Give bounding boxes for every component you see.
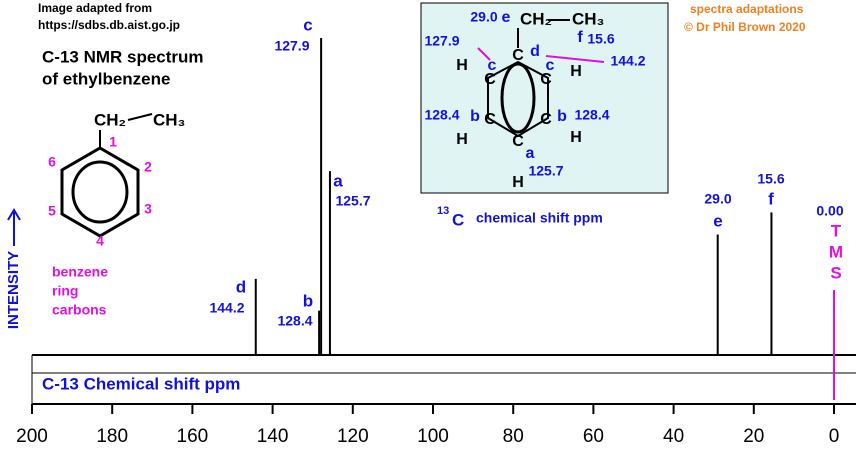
- inset-letter: b: [470, 108, 480, 125]
- carbon-number: 4: [96, 233, 104, 249]
- tms-letter: T: [831, 221, 842, 240]
- tms-letter: M: [829, 242, 843, 261]
- peak-shift: 29.0: [704, 191, 731, 207]
- caption: C: [452, 210, 464, 229]
- atom: C: [540, 71, 552, 88]
- peak-shift: 15.6: [757, 171, 784, 187]
- atom: C: [540, 111, 552, 128]
- atom: H: [570, 63, 582, 80]
- peak-shift: 125.7: [335, 193, 370, 209]
- peak-letter: c: [303, 15, 312, 34]
- inset-letter: b: [557, 108, 567, 125]
- carbon-number: 2: [144, 159, 152, 175]
- chart-title: C-13 NMR spectrum: [42, 47, 204, 66]
- peak-shift: 127.9: [274, 38, 309, 54]
- peak-letter: e: [713, 211, 722, 230]
- x-tick-label: 20: [743, 426, 764, 447]
- atom: H: [456, 57, 468, 74]
- x-tick-label: 60: [583, 426, 604, 447]
- x-tick-label: 140: [257, 426, 289, 447]
- peak-shift: 128.4: [277, 313, 312, 329]
- carbon-number: 1: [109, 134, 117, 150]
- carbon-number: 5: [48, 203, 56, 219]
- source: Image adapted from: [38, 1, 152, 15]
- intensity-arrow-head: [7, 208, 21, 221]
- inset-ring: [487, 60, 549, 138]
- x-tick-label: 0: [829, 426, 840, 447]
- x-tick-label: 80: [503, 426, 524, 447]
- atom: C: [512, 47, 524, 64]
- peak-letter: f: [768, 189, 774, 208]
- credit: © Dr Phil Brown 2020: [684, 20, 806, 34]
- note: carbons: [52, 302, 107, 318]
- atom: H: [512, 174, 524, 191]
- atom: H: [570, 129, 582, 146]
- aromatic-circle: [71, 160, 129, 224]
- atom: C: [484, 111, 496, 128]
- x-tick-label: 100: [417, 426, 449, 447]
- peak-shift: 144.2: [209, 300, 244, 316]
- inset-shift: 144.2: [610, 53, 645, 69]
- inset-shift: 125.7: [528, 163, 563, 179]
- x-tick-label: 200: [16, 426, 48, 447]
- inset-letter: a: [526, 145, 535, 162]
- pointer: [545, 55, 605, 63]
- x-tick-label: 180: [96, 426, 128, 447]
- group: CH₂: [520, 9, 552, 28]
- inset-box: [420, 2, 669, 194]
- x-tick-label: 160: [177, 426, 209, 447]
- carbon-number: 6: [48, 154, 56, 170]
- carbon-number: 3: [144, 201, 152, 217]
- benzene-ring: [60, 146, 140, 238]
- caption: chemical shift ppm: [476, 210, 603, 226]
- atom: C: [484, 71, 496, 88]
- peak-letter: d: [236, 277, 246, 296]
- chart-title: of ethylbenzene: [42, 69, 170, 88]
- y-axis-label: INTENSITY: [5, 251, 22, 329]
- inset-shift: 128.4: [574, 107, 609, 123]
- group: CH₃: [572, 9, 604, 28]
- tms-shift: 0.00: [816, 203, 843, 219]
- x-axis-label: C-13 Chemical shift ppm: [42, 374, 240, 393]
- peak-letter: a: [333, 171, 343, 190]
- atom: H: [456, 131, 468, 148]
- inset-shift: 127.9: [424, 33, 459, 49]
- inset-circle: [500, 62, 536, 134]
- inset-shift: 128.4: [424, 107, 459, 123]
- inset-shift: 29.0: [470, 9, 497, 25]
- bond: [127, 113, 153, 121]
- tms-letter: S: [830, 263, 841, 282]
- x-tick-label: 120: [337, 426, 369, 447]
- inset-letter: c: [488, 57, 497, 74]
- group: CH₂: [94, 110, 126, 129]
- group: CH₃: [153, 110, 185, 129]
- source: https://sdbs.db.aist.go.jp: [38, 18, 180, 32]
- pointer: [477, 47, 491, 61]
- inset-letter: c: [546, 57, 555, 74]
- note: benzene: [52, 264, 108, 280]
- x-tick-label: 40: [663, 426, 684, 447]
- caption-sup: 13: [437, 205, 449, 217]
- note: ring: [52, 283, 78, 299]
- inset-letter: e: [502, 9, 511, 26]
- inset-shift: 15.6: [587, 31, 614, 47]
- atom: C: [512, 133, 524, 150]
- credit: spectra adaptations: [690, 2, 804, 16]
- inset-letter: f: [577, 29, 583, 46]
- inset-letter: d: [530, 43, 540, 60]
- peak-letter: b: [303, 291, 313, 310]
